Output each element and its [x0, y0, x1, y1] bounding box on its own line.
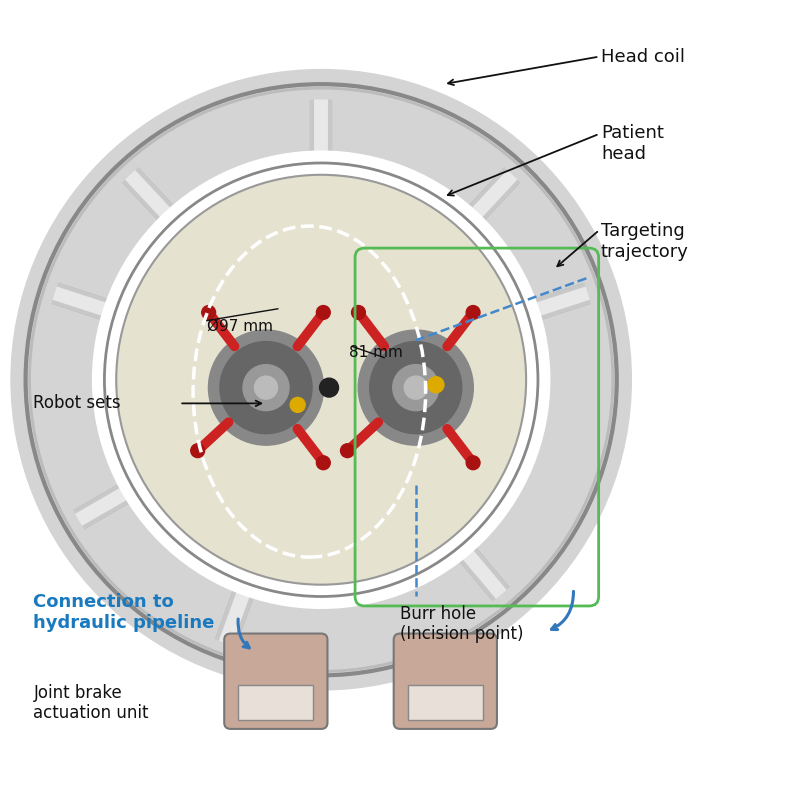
- Circle shape: [290, 397, 305, 412]
- Text: Head coil: Head coil: [601, 47, 685, 66]
- Text: Ø97 mm: Ø97 mm: [207, 319, 273, 334]
- Circle shape: [341, 444, 354, 457]
- Circle shape: [220, 342, 312, 433]
- Text: 81 mm: 81 mm: [349, 345, 402, 360]
- Circle shape: [320, 378, 338, 397]
- Text: Patient
head: Patient head: [601, 124, 664, 163]
- Circle shape: [466, 456, 480, 470]
- Circle shape: [393, 365, 438, 411]
- Text: Robot sets: Robot sets: [34, 395, 121, 412]
- Circle shape: [370, 342, 462, 433]
- FancyBboxPatch shape: [394, 634, 497, 729]
- Circle shape: [105, 163, 538, 596]
- Circle shape: [190, 444, 205, 457]
- Text: Connection to
hydraulic pipeline: Connection to hydraulic pipeline: [34, 593, 215, 632]
- Text: Targeting
trajectory: Targeting trajectory: [601, 222, 689, 261]
- Bar: [238, 685, 314, 721]
- Text: Burr hole
(Incision point): Burr hole (Incision point): [400, 604, 523, 644]
- Circle shape: [317, 456, 330, 470]
- FancyBboxPatch shape: [224, 634, 327, 729]
- Circle shape: [317, 305, 330, 320]
- Circle shape: [466, 305, 480, 320]
- Circle shape: [358, 330, 474, 445]
- Circle shape: [209, 330, 323, 445]
- Circle shape: [116, 175, 526, 585]
- Circle shape: [26, 84, 617, 676]
- Text: Joint brake
actuation unit: Joint brake actuation unit: [34, 683, 149, 722]
- Bar: [408, 685, 482, 721]
- Circle shape: [351, 305, 366, 320]
- Circle shape: [254, 376, 278, 399]
- Circle shape: [202, 305, 215, 320]
- Circle shape: [243, 365, 289, 411]
- Circle shape: [428, 377, 444, 393]
- Circle shape: [404, 376, 427, 399]
